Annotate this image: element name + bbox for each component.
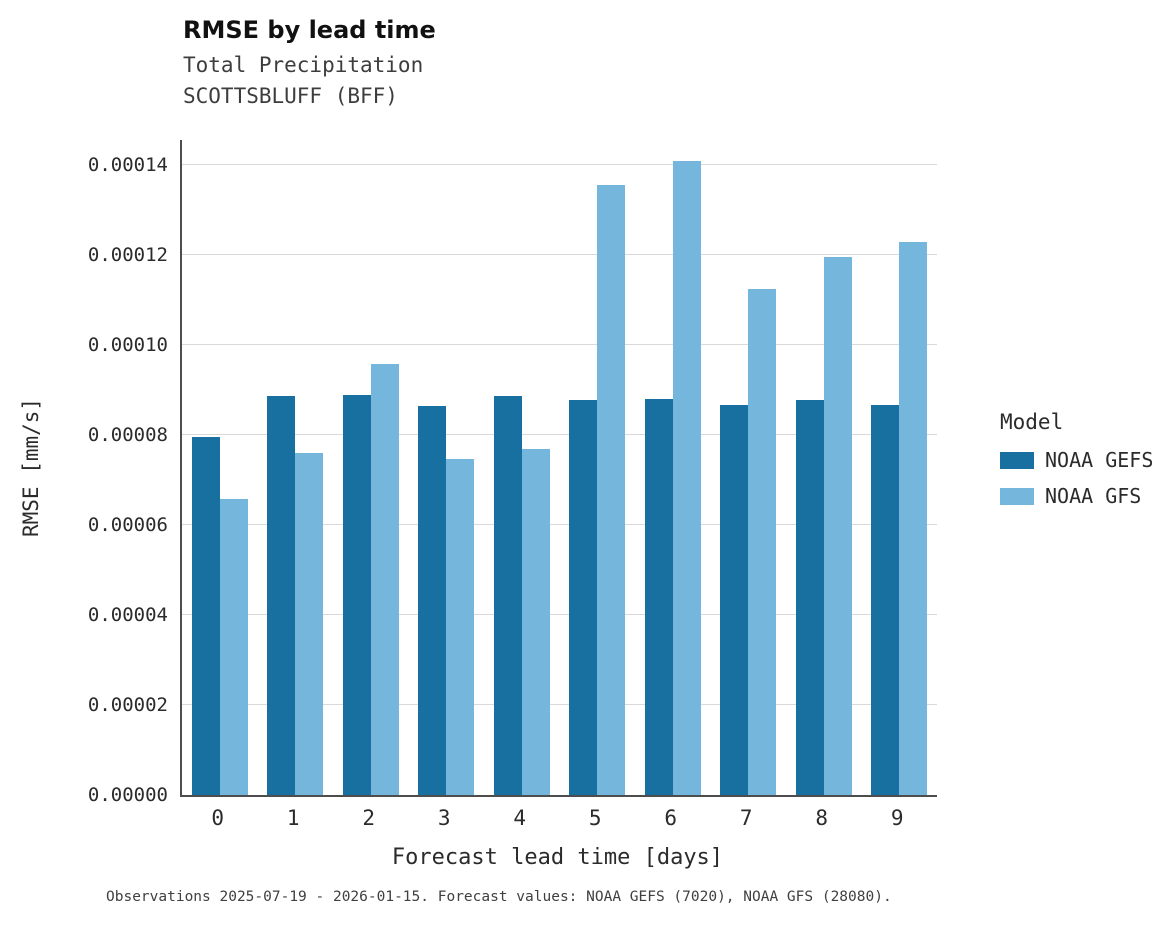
bar-noaa-gfs-day0	[219, 498, 248, 795]
x-tick-label-5: 5	[588, 806, 602, 830]
plot-area	[180, 140, 937, 797]
y-tick-label: 0.00004	[87, 604, 168, 627]
legend-label: NOAA GEFS	[1045, 448, 1154, 472]
x-tick-label-2: 2	[362, 806, 376, 830]
bar-noaa-gfs-day3	[446, 459, 475, 795]
chart-subtitle-variable: Total Precipitation	[183, 53, 424, 77]
bar-noaa-gefs-day1	[267, 395, 296, 795]
bar-noaa-gfs-day5	[597, 185, 626, 795]
bar-noaa-gefs-day5	[569, 400, 598, 795]
bar-noaa-gefs-day0	[191, 437, 220, 795]
gridline	[182, 434, 937, 436]
gridline	[182, 614, 937, 616]
bar-noaa-gefs-day6	[644, 398, 673, 795]
footnote-caption: Observations 2025-07-19 - 2026-01-15. Fo…	[106, 889, 892, 905]
bar-noaa-gfs-day4	[521, 448, 550, 795]
bar-group-0	[191, 140, 248, 795]
y-tick-label: 0.00012	[87, 244, 168, 267]
bar-noaa-gfs-day2	[370, 364, 399, 795]
bar-group-7	[720, 140, 777, 795]
gridline	[182, 344, 937, 346]
y-tick-label: 0.00010	[87, 334, 168, 357]
bar-noaa-gfs-day7	[748, 289, 777, 795]
bar-group-1	[267, 140, 324, 795]
x-tick-label-8: 8	[815, 806, 829, 830]
bar-group-8	[795, 140, 852, 795]
y-axis-label: RMSE [mm/s]	[19, 397, 43, 538]
y-tick-label: 0.00000	[87, 784, 168, 806]
legend-items: NOAA GEFS NOAA GFS	[1000, 448, 1153, 508]
legend-swatch-icon	[1000, 451, 1034, 469]
chart-title: RMSE by lead time	[183, 16, 436, 44]
bar-noaa-gfs-day9	[899, 242, 928, 795]
bar-noaa-gfs-day8	[823, 257, 852, 795]
gridline	[182, 164, 937, 166]
y-axis-tick-labels: 0.00000 0.00002 0.00004 0.00006 0.00008 0.000…	[58, 140, 168, 806]
y-tick-label: 0.00008	[87, 424, 168, 447]
bar-group-5	[569, 140, 626, 795]
bar-noaa-gfs-day6	[672, 161, 701, 795]
x-axis-label: Forecast lead time [days]	[391, 845, 724, 870]
x-tick-label-4: 4	[513, 806, 527, 830]
x-tick-label-0: 0	[211, 806, 225, 830]
bar-noaa-gefs-day4	[493, 395, 522, 795]
bar-noaa-gefs-day3	[418, 406, 447, 795]
bar-noaa-gfs-day1	[295, 452, 324, 795]
x-tick-label-6: 6	[664, 806, 678, 830]
gridline	[182, 704, 937, 706]
legend-title: Model	[1000, 410, 1064, 434]
bar-noaa-gefs-day9	[871, 404, 900, 795]
bar-group-9	[871, 140, 928, 795]
bar-group-4	[493, 140, 550, 795]
bar-group-3	[418, 140, 475, 795]
bar-noaa-gefs-day7	[720, 404, 749, 795]
legend-item-noaa-gfs: NOAA GFS	[1000, 484, 1153, 508]
y-tick-label: 0.00002	[87, 694, 168, 717]
legend-label: NOAA GFS	[1045, 484, 1142, 508]
x-tick-label-3: 3	[437, 806, 451, 830]
bar-noaa-gefs-day2	[342, 394, 371, 795]
bar-group-6	[644, 140, 701, 795]
gridline	[182, 524, 937, 526]
bar-noaa-gefs-day8	[795, 399, 824, 795]
y-tick-label: 0.00014	[87, 154, 168, 177]
y-tick-label: 0.00006	[87, 514, 168, 537]
chart-subtitle-station: SCOTTSBLUFF (BFF)	[183, 84, 398, 108]
legend: Model NOAA GEFS NOAA GFS	[1000, 410, 1153, 520]
x-tick-label-9: 9	[890, 806, 904, 830]
x-tick-label-7: 7	[739, 806, 753, 830]
x-axis-tick-labels: 0 1 2 3 4 5 6 7 8 9	[180, 806, 935, 836]
bar-group-2	[342, 140, 399, 795]
gridline	[182, 254, 937, 256]
legend-swatch-icon	[1000, 487, 1034, 505]
legend-item-noaa-gefs: NOAA GEFS	[1000, 448, 1153, 472]
x-tick-label-1: 1	[286, 806, 300, 830]
